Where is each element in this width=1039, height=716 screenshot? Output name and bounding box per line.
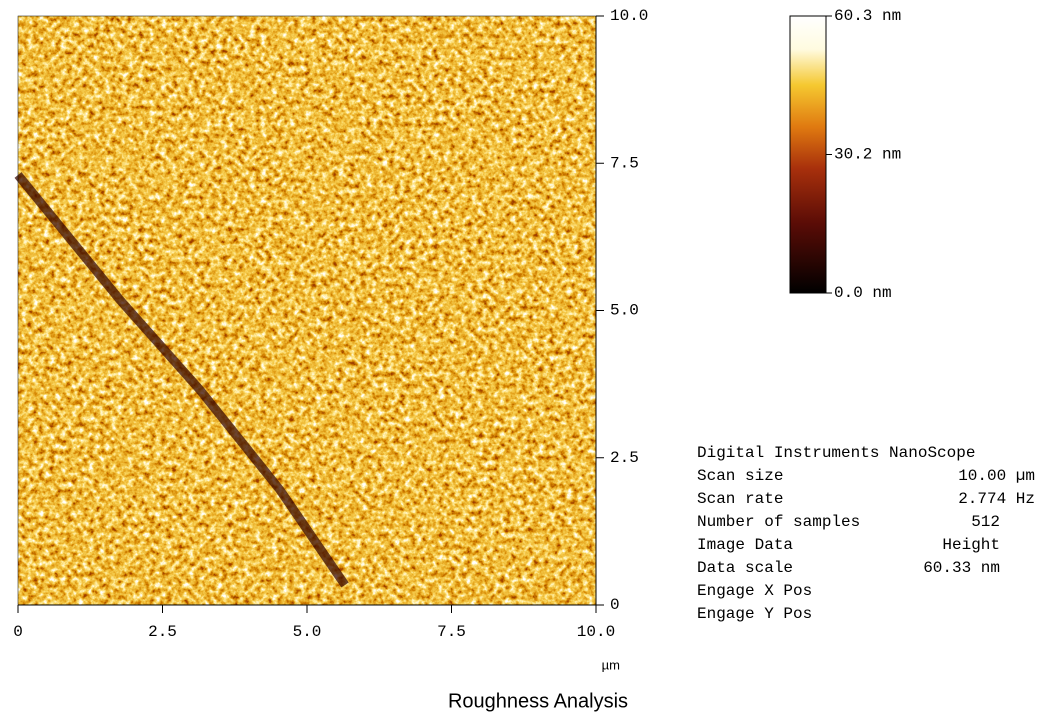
info-value: 512 bbox=[971, 513, 1000, 531]
y-tick-label: 10.0 bbox=[610, 7, 648, 25]
x-tick-label: 7.5 bbox=[437, 623, 466, 641]
info-label: Scan rate bbox=[697, 490, 783, 508]
y-tick-label: 2.5 bbox=[610, 449, 639, 467]
color-bar bbox=[789, 15, 827, 294]
axis-unit: µm bbox=[602, 657, 620, 672]
info-label: Image Data bbox=[697, 536, 793, 554]
info-label: Number of samples bbox=[697, 513, 860, 531]
info-title: Digital Instruments NanoScope bbox=[697, 444, 975, 462]
scratch bbox=[14, 172, 349, 588]
info-label: Scan size bbox=[697, 467, 783, 485]
x-tick-label: 0 bbox=[13, 623, 23, 641]
color-bar-label: 60.3 nm bbox=[834, 7, 901, 25]
info-value: Height bbox=[942, 536, 1000, 554]
x-tick-label: 5.0 bbox=[293, 623, 322, 641]
y-tick-label: 5.0 bbox=[610, 302, 639, 320]
afm-image bbox=[14, 15, 597, 606]
x-tick-label: 10.0 bbox=[577, 623, 615, 641]
y-tick-label: 7.5 bbox=[610, 154, 639, 172]
x-tick-label: 2.5 bbox=[148, 623, 177, 641]
info-value: 10.00 µm bbox=[958, 467, 1035, 485]
info-value: 2.774 Hz bbox=[958, 490, 1035, 508]
y-tick-label: 0 bbox=[610, 596, 620, 614]
footer-title: Roughness Analysis bbox=[448, 690, 628, 712]
info-label: Data scale bbox=[697, 559, 793, 577]
info-label: Engage Y Pos bbox=[697, 605, 812, 623]
color-bar-label: 0.0 nm bbox=[834, 284, 892, 302]
info-label: Engage X Pos bbox=[697, 582, 812, 600]
height-map bbox=[18, 16, 596, 605]
color-bar-label: 30.2 nm bbox=[834, 146, 901, 164]
info-value: 60.33 nm bbox=[923, 559, 1000, 577]
